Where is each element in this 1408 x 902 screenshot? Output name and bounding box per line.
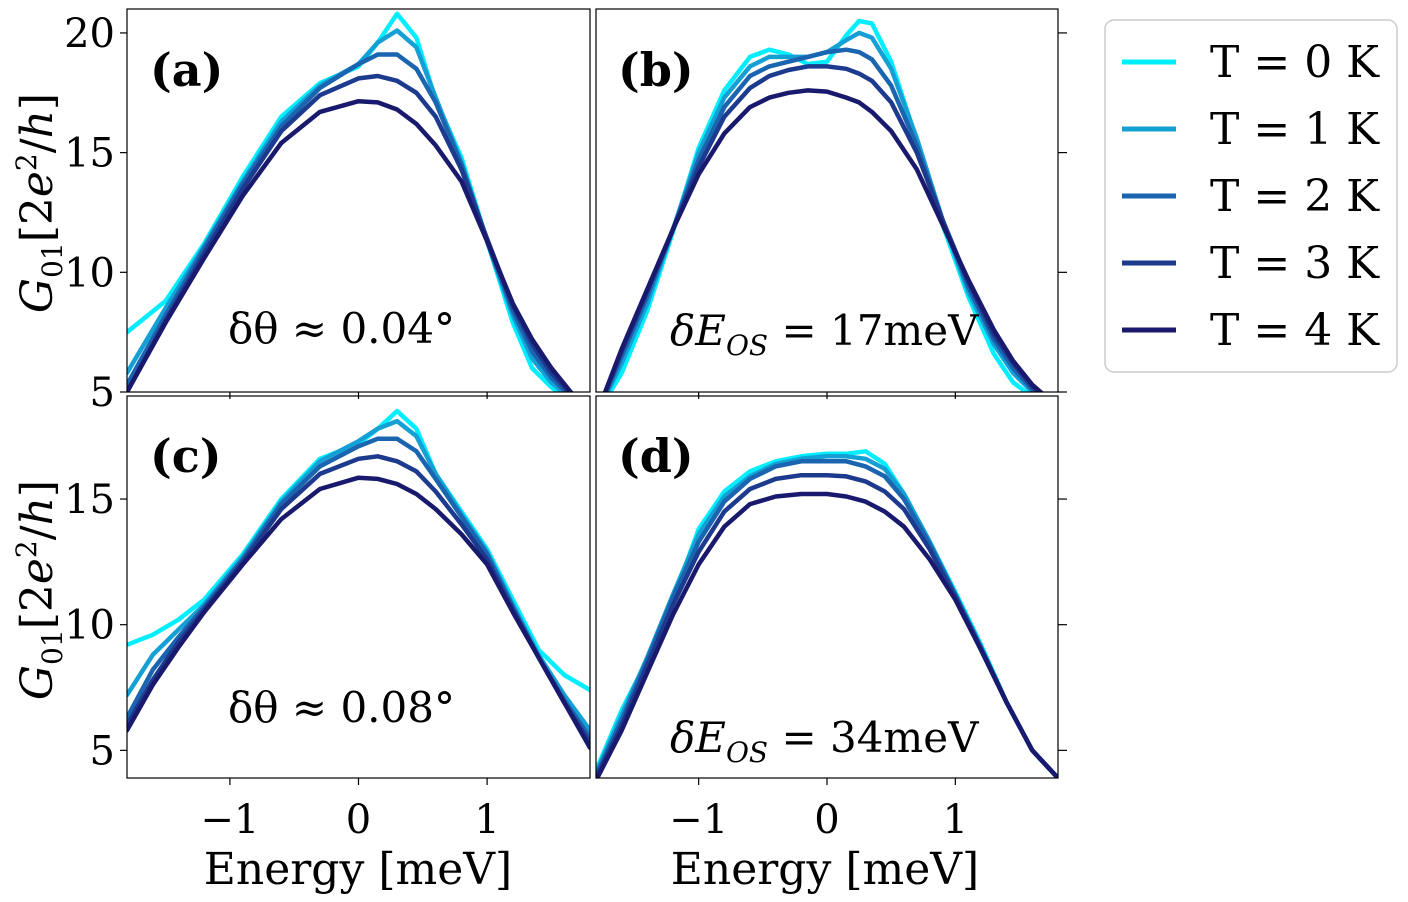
- series-line-a-t4: [127, 98, 574, 392]
- annotation-a: δθ ≈ 0.04°: [228, 304, 455, 353]
- series-line-c-t4: [127, 475, 590, 751]
- series-line-b-t3: [603, 64, 1043, 392]
- legend-label-4: T = 4 K: [1210, 305, 1380, 356]
- x-tick-label-d-2: 1: [943, 797, 968, 843]
- y-tick-label-a-1: 10: [64, 250, 115, 296]
- annotation-b: δEOS = 17meV: [670, 306, 979, 362]
- series-line-b-t2: [603, 47, 1041, 392]
- legend-label-0: T = 0 K: [1210, 37, 1380, 88]
- x-tick-label-c-0: −1: [200, 797, 259, 843]
- x-axis-labels: Energy [meV] Energy [meV]: [204, 844, 979, 895]
- y-tick-label-c-1: 10: [64, 603, 115, 649]
- annotation-c: δθ ≈ 0.08°: [228, 683, 455, 732]
- panel-label-c: (c): [150, 429, 222, 483]
- y-tick-label-a-0: 5: [90, 370, 115, 416]
- legend-label-3: T = 3 K: [1210, 238, 1380, 289]
- panel-label-b: (b): [618, 43, 694, 97]
- y-tick-label-a-2: 15: [64, 131, 115, 177]
- y-tick-label-a-3: 20: [64, 11, 115, 57]
- x-axis-label-left: Energy [meV]: [204, 844, 512, 895]
- series-line-a-t2: [127, 52, 570, 392]
- x-tick-label-d-0: −1: [669, 797, 728, 843]
- y-tick-label-c-2: 15: [64, 477, 115, 523]
- x-axis-label-right: Energy [meV]: [671, 844, 979, 895]
- series-line-c-t0: [127, 408, 590, 693]
- panel-a-series: [127, 11, 574, 392]
- y-axis-labels: G01[2e2/h] G01[2e2/h]: [10, 93, 69, 700]
- panel-b-series: [602, 18, 1044, 392]
- panel-d-series: [596, 449, 1058, 778]
- x-tick-label-c-1: 0: [346, 797, 371, 843]
- panel-a: 5 10 15 20 (a) δθ ≈ 0.04°: [64, 8, 591, 416]
- annotation-d: δEOS = 34meV: [670, 713, 979, 769]
- panel-label-d: (d): [618, 429, 694, 483]
- series-line-d-t4: [596, 491, 1058, 778]
- panel-d: −1 0 1 (d) δEOS = 34meV: [595, 395, 1067, 843]
- panel-label-a: (a): [150, 43, 223, 97]
- series-line-b-t4: [602, 88, 1044, 392]
- series-line-a-t3: [127, 73, 572, 392]
- y-axis-label-top: G01[2e2/h]: [10, 93, 69, 313]
- x-tick-label-c-2: 1: [474, 797, 499, 843]
- legend-label-2: T = 2 K: [1210, 171, 1380, 222]
- panel-b: (b) δEOS = 17meV: [595, 8, 1067, 399]
- x-tick-label-d-1: 0: [814, 797, 839, 843]
- legend: T = 0 K T = 1 K T = 2 K T = 3 K T = 4 K: [1104, 19, 1398, 373]
- y-tick-label-c-0: 5: [90, 728, 115, 774]
- y-axis-label-bottom: G01[2e2/h]: [10, 480, 69, 700]
- legend-frame: [1104, 19, 1398, 373]
- legend-label-1: T = 1 K: [1210, 104, 1380, 155]
- panel-c-series: [127, 408, 590, 751]
